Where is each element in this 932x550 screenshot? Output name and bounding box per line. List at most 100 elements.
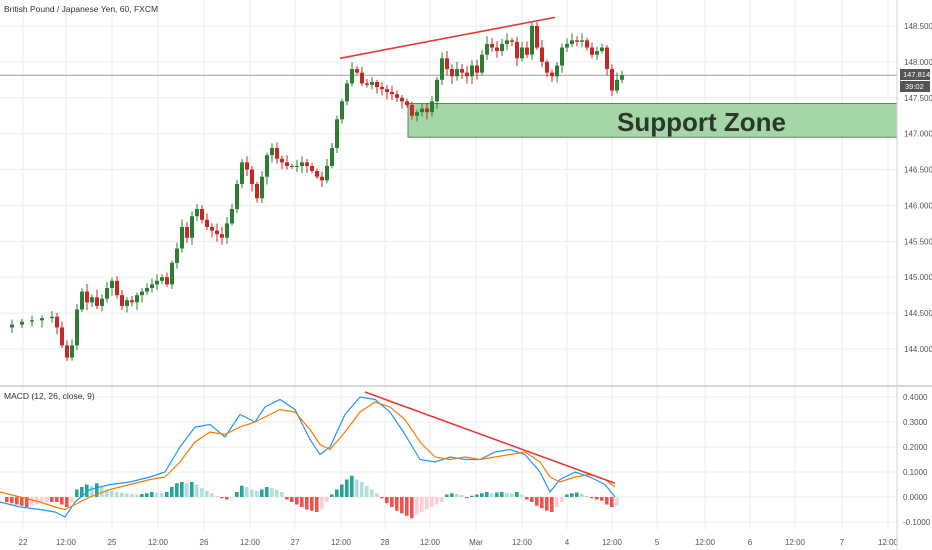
candle-body [135, 295, 139, 303]
macd-histogram-bar [115, 492, 119, 497]
macd-histogram-bar [85, 484, 89, 497]
candle-body [40, 318, 44, 321]
candle-body [610, 69, 614, 91]
candle-body [495, 47, 499, 52]
candle-body [475, 65, 479, 73]
candle-body [90, 297, 94, 303]
macd-histogram-bar [95, 483, 99, 497]
macd-histogram-bar [345, 479, 349, 497]
candle-body [225, 223, 229, 238]
candle-body [405, 101, 409, 105]
time-tick-label: 12:00 [56, 538, 77, 547]
macd-histogram-bar [375, 493, 379, 497]
macd-title: MACD (12, 26, close, 9) [4, 391, 95, 401]
macd-histogram-bar [310, 497, 314, 511]
macd-histogram-bar [320, 497, 324, 510]
candle-body [245, 162, 249, 170]
macd-histogram-bar [580, 494, 584, 497]
candle-body [600, 47, 604, 52]
candle-body [115, 280, 119, 296]
price-tick-label: 144.000 [904, 345, 932, 354]
macd-histogram-bar [525, 497, 529, 500]
macd-histogram-bar [315, 497, 319, 512]
candle-body [110, 280, 114, 288]
candle-body [80, 291, 84, 310]
macd-series-line [0, 396, 616, 518]
macd-histogram-bar [150, 492, 154, 497]
candle-body [240, 162, 244, 184]
macd-histogram-bar [60, 497, 64, 505]
candle-body [105, 287, 109, 299]
time-tick-label: 12:00 [512, 538, 533, 547]
macd-histogram-bar [510, 493, 514, 497]
grid-lines [0, 0, 897, 530]
macd-histogram-bar [160, 493, 164, 497]
candle-body [430, 101, 434, 113]
time-tick-label: 12:00 [331, 538, 352, 547]
candle-body [605, 47, 609, 70]
macd-histogram-bar [420, 497, 424, 512]
macd-histogram-bar [125, 493, 129, 497]
macd-histogram-bar [220, 497, 224, 499]
macd-histogram-bar [135, 494, 139, 497]
macd-histogram-bar [215, 495, 219, 497]
macd-histogram-bar [105, 489, 109, 497]
candle-body [440, 58, 444, 80]
price-trendlines [339, 16, 556, 60]
candle-body [510, 40, 514, 42]
candle-body [595, 51, 599, 55]
macd-tick-label: 0.4000 [903, 393, 928, 402]
time-tick-label: 12:00 [240, 538, 261, 547]
candle-body [375, 81, 379, 88]
macd-histogram-bar [80, 487, 84, 497]
macd-histogram-bar [65, 497, 69, 507]
support-zone [407, 103, 898, 138]
candle-body [270, 148, 274, 156]
candle-body [575, 40, 579, 42]
macd-histogram-bar [470, 495, 474, 497]
price-tick-label: 144.500 [904, 309, 932, 318]
macd-histogram-bar [75, 489, 79, 497]
candle-body [160, 277, 164, 281]
time-tick-label: 4 [565, 538, 570, 547]
macd-histogram-bar [390, 497, 394, 507]
candle-body [515, 41, 519, 59]
macd-histogram-bar [590, 497, 594, 499]
candle-body [180, 226, 184, 249]
macd-histogram-bar [325, 497, 329, 502]
macd-histogram-bar [330, 494, 334, 497]
candle-body [530, 26, 534, 55]
price-axis[interactable]: 148.500 148.000 147.500 147.000 146.500 146.0… [19, 22, 932, 547]
macd-histogram-bar [240, 485, 244, 497]
macd-histogram-bar [595, 497, 599, 500]
macd-histogram-bar [455, 494, 459, 497]
candle-body [215, 230, 219, 235]
candle-body [230, 209, 234, 224]
macd-histogram-bar [460, 495, 464, 497]
macd-histogram-bar [190, 482, 194, 497]
candle-body [355, 69, 359, 73]
candlestick-series [10, 22, 624, 362]
candle-body [145, 287, 149, 292]
macd-histogram-bar [610, 497, 614, 507]
candle-body [585, 40, 589, 48]
macd-histogram-bar [370, 489, 374, 497]
candle-body [345, 83, 349, 102]
macd-histogram-bar [305, 497, 309, 510]
macd-histogram-bar [275, 490, 279, 497]
price-tick-label: 145.000 [904, 273, 932, 282]
price-tick-label: 146.500 [904, 166, 932, 175]
time-tick-label: 22 [19, 538, 28, 547]
candle-body [450, 69, 454, 77]
macd-histogram-bar [250, 489, 254, 497]
time-tick-label: 12:00 [148, 538, 169, 547]
macd-histogram-bar [120, 492, 124, 497]
macd-lines [0, 391, 616, 518]
macd-histogram-bar [195, 484, 199, 497]
candle-body [500, 43, 504, 52]
macd-histogram-bar [225, 497, 229, 500]
macd-histogram-bar [350, 475, 354, 497]
macd-histogram-bar [480, 493, 484, 497]
macd-histogram-bar [395, 497, 399, 511]
